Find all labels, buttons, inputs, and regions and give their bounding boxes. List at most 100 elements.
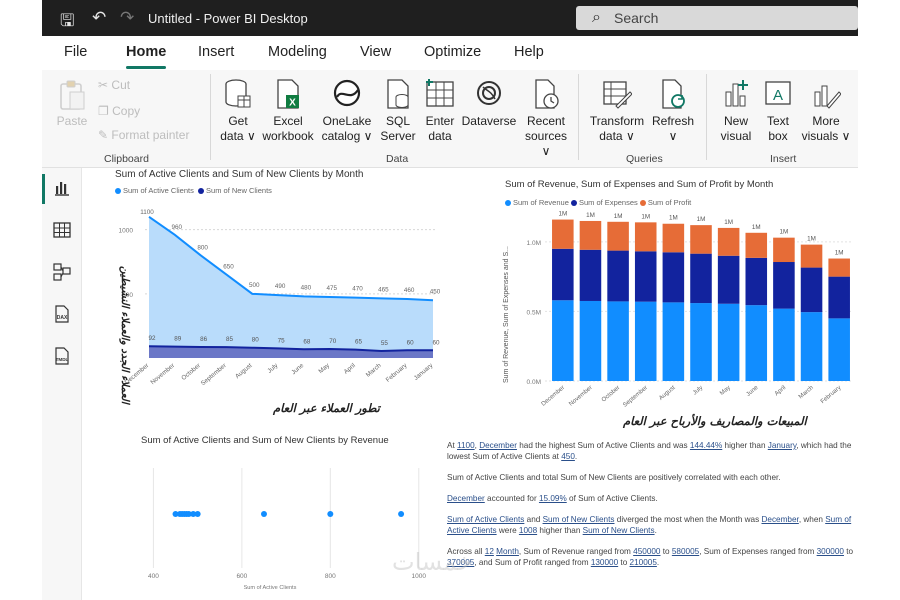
menu-insert[interactable]: Insert (198, 44, 235, 60)
narrative-value: 210005 (629, 558, 657, 567)
menu-help[interactable]: Help (514, 44, 544, 60)
transform-label-2: data (599, 129, 623, 143)
data-group-label: Data (386, 153, 409, 165)
bar-segment (690, 253, 712, 304)
menu-modeling[interactable]: Modeling (268, 44, 327, 60)
total-label: 1M (558, 211, 567, 218)
report-canvas[interactable]: Sum of Active Clients and Sum of New Cli… (83, 168, 858, 600)
bar-segment (579, 220, 602, 250)
table-icon (426, 79, 454, 107)
bar-segment (607, 221, 629, 251)
narrative-text: higher than (722, 441, 768, 450)
undo-icon[interactable]: ↶ (92, 8, 107, 28)
data-label: 650 (223, 264, 234, 271)
narrative-value: 130000 (590, 558, 619, 567)
save-icon[interactable]: 🖫 (60, 11, 75, 31)
narrative-value: 1008 (518, 526, 538, 535)
data-label: 960 (172, 224, 183, 231)
x-tick-label: September (622, 384, 649, 409)
text-box-button[interactable]: A Text box (758, 78, 798, 144)
narrative-value: 580005 (671, 547, 700, 556)
paste-button[interactable]: Paste (50, 80, 94, 129)
title-bar: 🖫 ↶ ↷ Untitled - Power BI Desktop ⌕ Sear… (42, 0, 858, 36)
dataverse-button[interactable]: Dataverse (460, 78, 518, 129)
get-data-label-2: data (220, 129, 244, 143)
bar-segment (634, 301, 657, 381)
copy-button[interactable]: ❐ Copy (98, 104, 140, 118)
data-label: 1100 (140, 209, 154, 216)
x-tick-label: February (385, 362, 409, 384)
table-view-icon[interactable] (52, 220, 72, 240)
refresh-button[interactable]: Refresh ∨ (648, 78, 698, 144)
format-painter-button[interactable]: ✎ Format painter (98, 128, 189, 142)
legend-item[interactable]: Sum of Revenue (505, 198, 569, 207)
narrative-text: , (474, 441, 480, 450)
recent-sources-button[interactable]: Recent sources ∨ (520, 78, 572, 159)
cut-label: Cut (111, 78, 131, 92)
x-tick-label: November (568, 384, 594, 407)
legend-item[interactable]: Sum of Expenses (570, 198, 638, 207)
data-label: 490 (275, 283, 286, 290)
new-visual-button[interactable]: New visual (714, 78, 758, 144)
x-tick-label: 800 (325, 573, 336, 580)
narrative-text: higher than (537, 526, 583, 535)
onelake-catalog-button[interactable]: OneLake catalog ∨ (318, 78, 376, 144)
more-visuals-button[interactable]: More visuals ∨ (798, 78, 854, 144)
menu-view[interactable]: View (360, 44, 392, 60)
data-label: 55 (381, 340, 389, 347)
more-visuals-icon (814, 85, 841, 109)
x-tick-label: 400 (148, 573, 159, 580)
x-tick-label: October (600, 384, 621, 403)
total-label: 1M (835, 250, 844, 257)
tmdl-view-icon[interactable]: TMDL (52, 346, 72, 366)
menu-home[interactable]: Home (126, 44, 167, 60)
clipboard-group-label: Clipboard (104, 153, 149, 165)
search-input[interactable]: ⌕ Search (576, 6, 858, 30)
cut-button[interactable]: ✂ Cut (98, 78, 130, 92)
visual2-ylabel: Sum of Revenue, Sum of Expenses and S... (503, 246, 510, 383)
narrative-text: of Sum of Active Clients. (566, 494, 658, 503)
x-tick-label: April (343, 362, 357, 375)
x-tick-label: July (691, 384, 705, 397)
text-box-icon: A (765, 81, 791, 105)
bar-segment (552, 248, 574, 301)
bar-segment (828, 276, 850, 319)
x-tick-label: January (413, 362, 435, 382)
sql-server-button[interactable]: SQL Server (378, 78, 418, 144)
narrative-text: Sum of Active Clients and total Sum of N… (447, 473, 781, 482)
bar-segment (717, 255, 740, 304)
data-label: 450 (430, 288, 441, 295)
model-view-icon[interactable] (52, 262, 72, 282)
bar-segment (828, 258, 850, 277)
menu-optimize[interactable]: Optimize (424, 44, 482, 60)
visual3-chart[interactable]: 400 600 800 1000 Sum of Active Clients (133, 454, 433, 600)
data-label: 500 (249, 282, 260, 289)
legend-item[interactable]: Sum of Active Clients (115, 186, 194, 195)
new-clients-area (149, 346, 433, 358)
search-placeholder: Search (614, 10, 659, 26)
total-label: 1M (780, 229, 789, 236)
enter-data-button[interactable]: Enter data (420, 78, 460, 144)
legend-item[interactable]: Sum of Profit (639, 198, 691, 207)
narrative-value: 15.09% (538, 494, 567, 503)
redo-icon[interactable]: ↷ (120, 8, 135, 28)
menu-file[interactable]: File (64, 44, 88, 60)
visual2-chart[interactable]: 1.0M 0.5M 0.0M 1M December 1M November 1M Octobe… (503, 208, 858, 418)
data-label: 89 (174, 336, 182, 343)
bar-segment (607, 301, 629, 381)
excel-workbook-button[interactable]: X Excel workbook (260, 78, 316, 144)
visual1-chart[interactable]: 1000 500 1100 960 800 650 500 490 480 475 470 465 46… (83, 196, 453, 414)
report-view-icon[interactable] (52, 178, 72, 198)
bar-segment (552, 219, 574, 249)
x-tick-label: November (149, 362, 176, 386)
legend-item[interactable]: Sum of New Clients (198, 186, 272, 195)
narrative-text: . (656, 558, 660, 567)
narrative-paragraph-5: Across all 12 Month, Sum of Revenue rang… (447, 546, 857, 568)
y-tick-label: 0.5M (527, 309, 541, 316)
bar-segment (773, 237, 795, 263)
bar-segment (800, 244, 823, 268)
dax-query-view-icon[interactable]: DAX (52, 304, 72, 324)
get-data-button[interactable]: Get data ∨ (218, 78, 258, 144)
visual1-arabic-ylabel: العملاء الجدد والعملاء النشيطين (119, 266, 131, 404)
transform-data-button[interactable]: Transform data ∨ (586, 78, 648, 144)
